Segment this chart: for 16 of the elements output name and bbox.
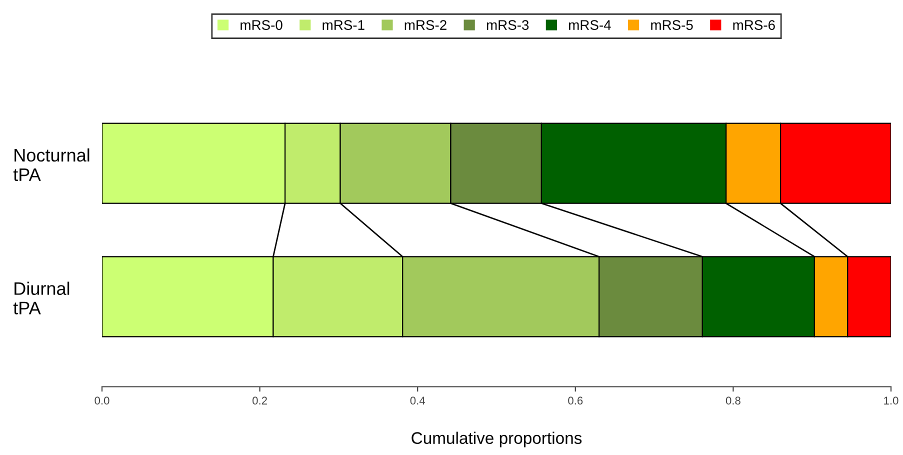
legend-label: mRS-4: [569, 20, 611, 30]
legend-label: mRS-6: [733, 20, 775, 30]
legend-label: mRS-5: [651, 20, 693, 30]
x-axis-title: Cumulative proportions: [412, 432, 582, 448]
legend-label: mRS-2: [404, 20, 446, 30]
y-tick-label: Nocturnal tPA: [13, 148, 90, 182]
y-tick-label: Diurnal tPA: [13, 282, 70, 314]
x-tick-label: 0.4: [410, 396, 425, 405]
x-tick-label: 0.6: [568, 396, 583, 405]
x-tick-label: 0.0: [94, 396, 110, 405]
legend-label: mRS-1: [322, 20, 364, 30]
x-tick-label: 0.2: [252, 396, 267, 405]
legend-label: mRS-3: [486, 20, 529, 30]
legend-label: mRS-0: [240, 20, 282, 30]
x-tick-label: 0.8: [726, 396, 740, 405]
x-tick-label: 1.0: [884, 396, 898, 405]
